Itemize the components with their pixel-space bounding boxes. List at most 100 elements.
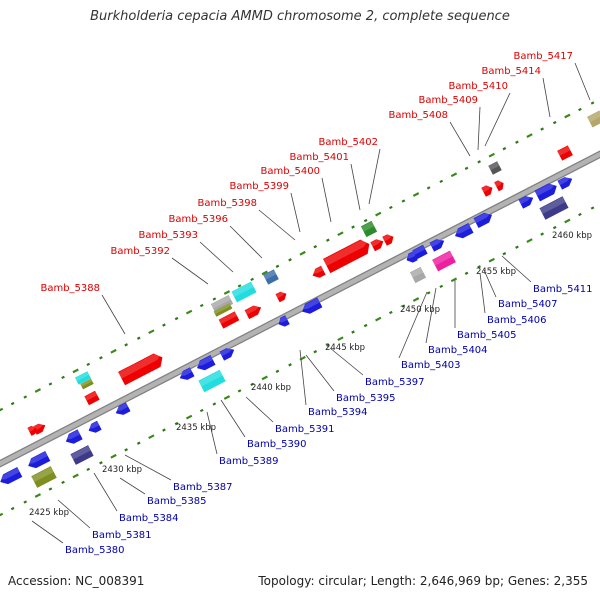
- gene-bamb5394: [277, 315, 290, 327]
- leader-line: [258, 209, 296, 241]
- gene-bamb5403-body: [412, 244, 428, 260]
- tick-minor: [578, 107, 582, 112]
- tick-minor: [477, 160, 481, 164]
- gene-cyan-small-shine: [75, 371, 90, 382]
- gene-bamb5389a-shine: [178, 367, 193, 377]
- gene-bamb5412: [557, 176, 573, 190]
- gene-label: Bamb_5410: [448, 81, 508, 92]
- gene-bamb5391-shine: [219, 347, 234, 357]
- gene-red-f-shine: [311, 266, 324, 274]
- gene-bamb5403g-shine: [410, 267, 424, 278]
- gene-bamb5384: [31, 466, 57, 488]
- tick-major: [185, 414, 193, 420]
- gene-bamb5386: [64, 429, 83, 444]
- leader-line: [290, 192, 301, 233]
- leader-line: [484, 92, 511, 147]
- gene-bamb5385-shine: [70, 445, 91, 460]
- gene-bamb5405-body: [455, 222, 474, 239]
- tick-minor: [540, 232, 544, 236]
- gene-cyan-small: [74, 371, 92, 385]
- gene-olive-b-shine: [213, 303, 231, 315]
- gene-label: Bamb_5402: [318, 137, 378, 148]
- gene-bamb5403g-body: [409, 266, 427, 284]
- tick-major: [110, 453, 117, 459]
- gene-bamb5405: [453, 222, 474, 239]
- tick-minor: [313, 350, 318, 354]
- gene-bamb5386b: [87, 420, 102, 433]
- gene-bamb5390: [198, 369, 226, 393]
- gene-red-f: [311, 265, 326, 278]
- tick-minor: [61, 375, 65, 380]
- tick-minor: [212, 297, 217, 301]
- gene-bamb5387: [114, 402, 131, 415]
- tick-minor: [86, 362, 91, 367]
- gene-bamb5404: [432, 250, 456, 272]
- leader-line: [321, 177, 332, 223]
- leader-line: [305, 354, 335, 392]
- tick-minor: [48, 487, 53, 491]
- gene-red-h-shine: [382, 234, 393, 242]
- gene-bamb5391-body: [219, 348, 235, 361]
- gene-label: Bamb_5384: [119, 513, 179, 524]
- tick-major: [261, 270, 268, 276]
- gene-label: Bamb_5380: [65, 545, 125, 556]
- tick-minor: [426, 291, 431, 295]
- leader-line: [368, 148, 381, 205]
- tick-major: [223, 395, 231, 400]
- gene-bamb5394-shine: [277, 315, 288, 323]
- leader-line: [398, 291, 428, 359]
- gene-bamb5387-body: [115, 402, 131, 415]
- gene-bamb5402-shine: [361, 221, 375, 232]
- tick-major: [526, 133, 533, 138]
- leader-line: [542, 77, 551, 118]
- tick-minor: [313, 245, 318, 249]
- tick-major: [148, 329, 155, 335]
- tick-minor: [174, 316, 179, 321]
- tick-minor: [288, 363, 292, 367]
- tick-minor: [61, 480, 65, 485]
- gene-bamb5407-shine: [518, 195, 533, 205]
- leader-line: [245, 396, 274, 423]
- gene-label: Bamb_5395: [336, 393, 396, 404]
- gene-red-i-body: [27, 425, 37, 436]
- gene-bamb5412-shine: [557, 176, 572, 186]
- gene-bamb5408-body: [481, 185, 493, 197]
- gene-bamb5400: [323, 239, 370, 274]
- gene-red-d-body: [244, 305, 262, 320]
- tick-minor: [275, 369, 280, 373]
- gene-bamb5407b-body: [534, 183, 557, 202]
- gene-bamb5400-shine: [323, 240, 368, 267]
- gene-bamb5388: [118, 353, 163, 386]
- tick-major: [34, 493, 42, 498]
- gene-label: Bamb_5399: [229, 181, 289, 192]
- gene-bamb5386b-shine: [87, 421, 100, 429]
- leader-line: [206, 411, 218, 455]
- gene-bamb5389b: [195, 354, 216, 371]
- tick-minor: [288, 258, 292, 262]
- gene-bamb5394-body: [278, 315, 290, 327]
- gene-bamb5409: [494, 180, 504, 192]
- gene-bamb5388-shine: [118, 354, 161, 379]
- gene-label: Bamb_5408: [388, 110, 448, 121]
- gene-bamb5389b-shine: [195, 355, 213, 366]
- gene-bamb5407-body: [518, 196, 534, 209]
- kbp-label: 2425 kbp: [29, 508, 69, 518]
- leader-line: [229, 225, 263, 259]
- kbp-label: 2460 kbp: [552, 231, 592, 241]
- gene-red-g: [370, 239, 384, 252]
- gene-bamb5393-body: [231, 281, 257, 303]
- tick-minor: [326, 238, 330, 242]
- leader-line: [477, 106, 481, 151]
- gene-label: Bamb_5407: [498, 299, 558, 310]
- gene-label: Bamb_5396: [168, 214, 228, 225]
- gene-red-e-shine: [275, 291, 286, 299]
- tick-major: [110, 348, 117, 354]
- gene-bamb5402-body: [360, 220, 378, 238]
- gene-red-c-shine: [218, 311, 237, 325]
- gene-label: Bamb_5393: [138, 230, 198, 241]
- gene-bamb5384-shine: [31, 466, 54, 483]
- gene-red-g-body: [370, 239, 384, 252]
- tick-major: [72, 368, 79, 374]
- tick-minor: [212, 402, 217, 406]
- tick-major: [337, 336, 344, 342]
